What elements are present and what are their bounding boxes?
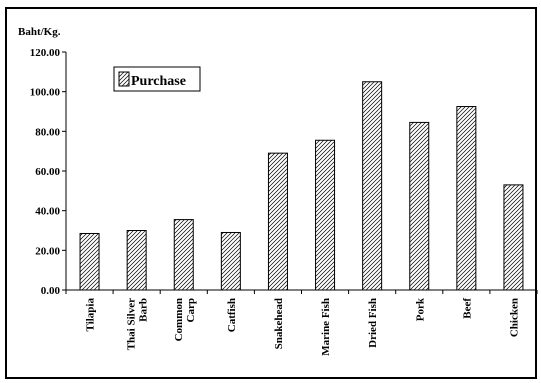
legend: Purchase (113, 66, 201, 92)
y-tick-label: 120.00 (30, 47, 61, 59)
y-tick-label: 20.00 (35, 245, 60, 257)
bar (456, 106, 477, 291)
x-axis-labels: Tilapia Thai Silver Barb Common Carp Catfish S… (65, 290, 538, 356)
x-category-label: Barb (138, 298, 150, 322)
x-category-label: Catfish (226, 298, 238, 332)
y-axis-label: Baht/Kg. (18, 26, 61, 38)
bar (173, 219, 194, 291)
y-axis: 0.00 20.00 40.00 60.00 80.00 100.00 120.00 (30, 47, 66, 297)
x-category-label: Tilapia (85, 298, 97, 332)
bar (409, 121, 430, 291)
bar (315, 139, 336, 291)
x-category-label: Carp (185, 298, 197, 322)
bar (126, 230, 147, 291)
y-tick-label: 80.00 (35, 126, 60, 138)
x-category-label: Marine Fish (320, 298, 332, 356)
x-category-label: Beef (461, 298, 473, 319)
bar (220, 231, 241, 291)
legend-label: Purchase (131, 74, 186, 89)
x-category-label: Pork (414, 297, 426, 321)
x-category-label: Snakehead (273, 298, 285, 349)
y-tick-label: 40.00 (35, 206, 60, 218)
x-category-label: Dried Fish (367, 298, 379, 348)
bar (267, 152, 288, 291)
x-category-label: Thai Silver (126, 298, 138, 350)
bar (503, 184, 524, 291)
bar (362, 81, 383, 291)
bar (79, 232, 100, 291)
bars (79, 81, 524, 291)
y-tick-label: 60.00 (35, 166, 60, 178)
y-tick-label: 100.00 (30, 87, 61, 99)
x-category-label: Common (173, 298, 185, 341)
legend-swatch (118, 71, 130, 87)
y-tick-label: 0.00 (41, 285, 61, 297)
x-category-label: Chicken (508, 298, 520, 337)
